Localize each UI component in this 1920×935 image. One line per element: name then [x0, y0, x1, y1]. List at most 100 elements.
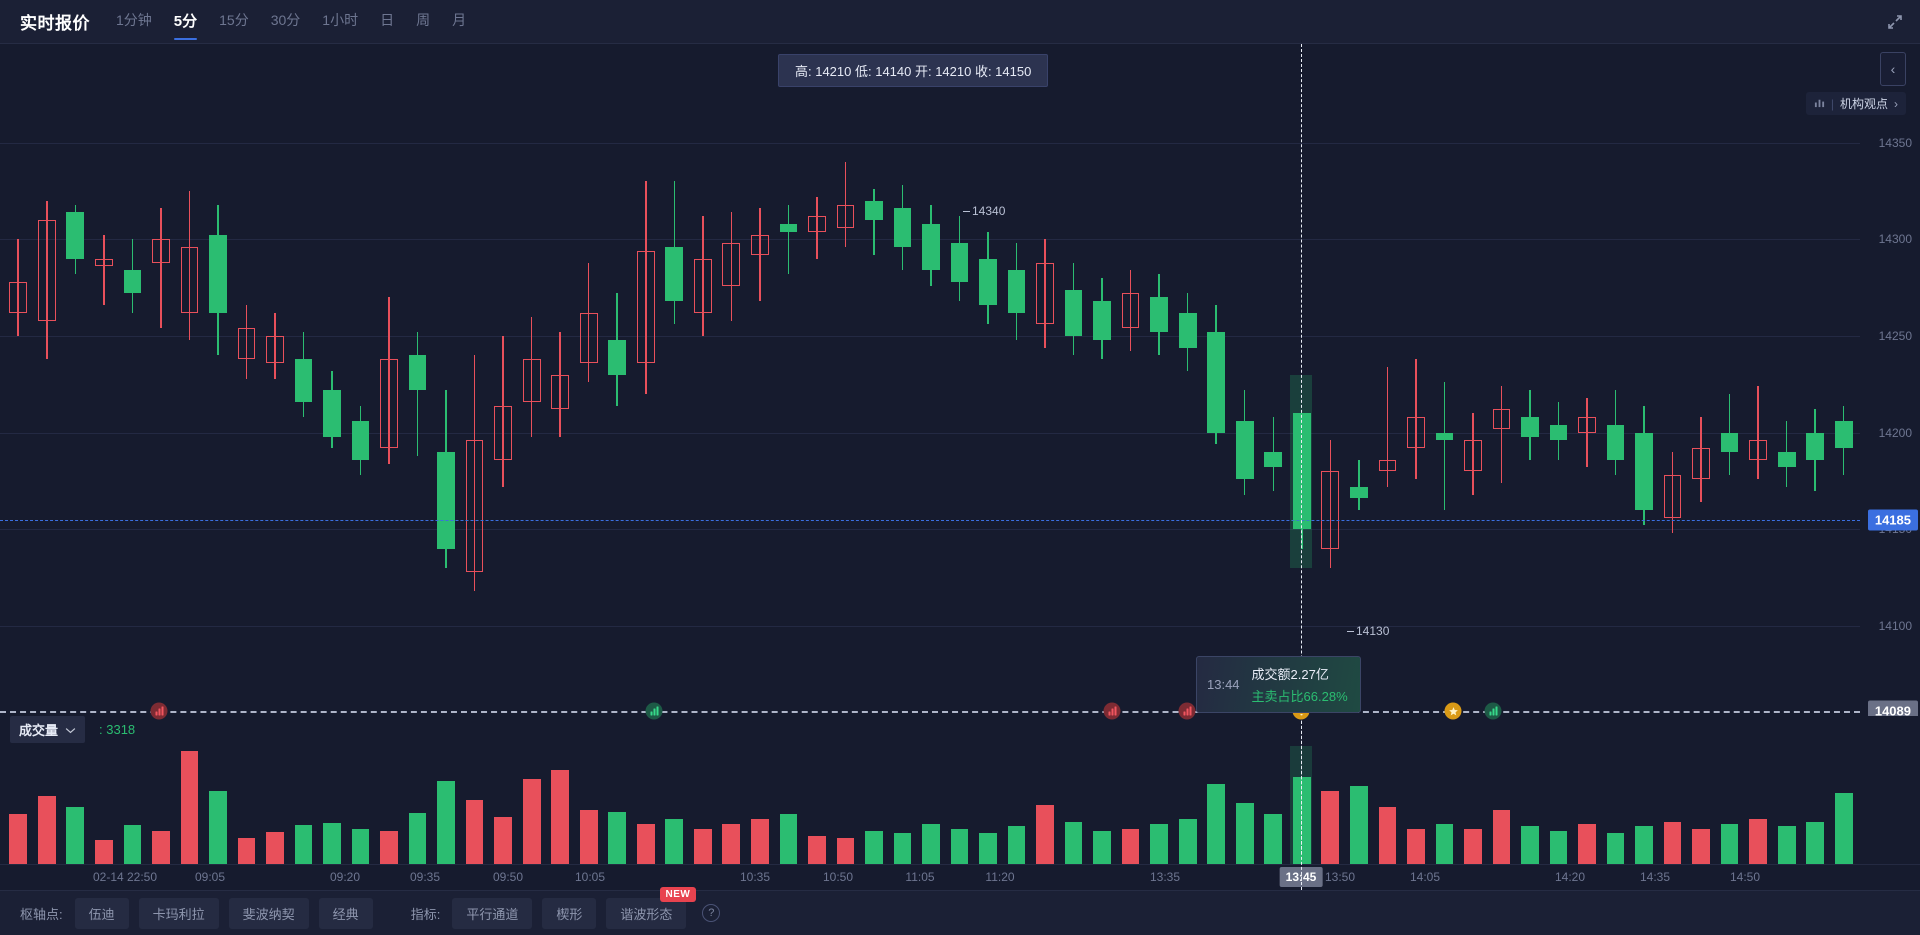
price-tick-3: 14200 — [1878, 425, 1912, 440]
candle-wick — [1586, 397, 1588, 468]
pivot-button-0[interactable]: 伍迪 — [74, 897, 129, 929]
pivot-button-2[interactable]: 斐波纳契 — [228, 897, 309, 929]
volume-bar — [779, 814, 798, 864]
volume-bar — [9, 814, 28, 864]
candle-body — [693, 258, 712, 313]
candle-body — [323, 390, 341, 437]
timeframe-tab-1[interactable]: 5分 — [173, 10, 198, 40]
time-tick-4: 09:50 — [492, 870, 524, 884]
candle — [1178, 293, 1197, 371]
time-tick-6: 10:35 — [739, 870, 771, 884]
chart-area[interactable]: 高: 14210 低: 14140 开: 14210 收: 14150 ‹ | … — [0, 44, 1920, 890]
candle-body — [66, 212, 85, 259]
candle-body — [1720, 432, 1739, 452]
volume-indicator-selector[interactable]: 成交量 — [10, 716, 86, 743]
volume-bar — [1207, 783, 1226, 864]
indicator-button-2[interactable]: 谐波形态 NEW — [606, 886, 697, 929]
candle — [636, 181, 655, 394]
base-price-line — [0, 711, 1860, 713]
candle-wick — [473, 355, 476, 592]
volume-bar — [1036, 805, 1054, 864]
timeframe-tab-6[interactable]: 周 — [416, 12, 431, 28]
volume-bar — [608, 812, 627, 864]
crosshair-time: 13:44 — [1207, 677, 1240, 692]
candle-body — [1350, 486, 1368, 499]
volume-bar — [437, 781, 455, 864]
candle-wick — [1415, 359, 1417, 480]
chevron-right-icon: › — [1894, 96, 1898, 111]
candle-body — [1749, 440, 1767, 460]
candle-body — [1492, 409, 1511, 429]
candle — [893, 185, 912, 271]
buy-bars-marker-icon[interactable] — [645, 702, 663, 720]
sell-bars-marker-icon[interactable] — [1178, 702, 1196, 720]
candle — [465, 355, 484, 592]
indicator-button-0[interactable]: 平行通道 — [452, 897, 533, 929]
candle-wick — [759, 208, 761, 302]
buy-bars-marker-icon[interactable] — [1484, 702, 1502, 720]
candle-wick — [17, 239, 19, 336]
pivot-button-1[interactable]: 卡玛利拉 — [138, 897, 219, 929]
candle-wick — [1386, 366, 1389, 487]
candle-wick — [103, 235, 105, 306]
volume-bar — [1663, 821, 1682, 864]
timeframe-tab-3[interactable]: 30分 — [270, 12, 301, 28]
candle-body — [94, 258, 113, 267]
expand-icon[interactable] — [1886, 13, 1904, 31]
volume-value: : 3318 — [99, 722, 136, 737]
candle-body — [1007, 270, 1026, 313]
candle — [1036, 239, 1054, 348]
candle-wick — [188, 191, 191, 340]
candle — [1777, 421, 1796, 487]
candle — [551, 332, 570, 437]
candle — [1007, 243, 1026, 340]
volume-bar — [722, 823, 741, 864]
timeframe-tab-0[interactable]: 1分钟 — [116, 12, 152, 28]
timeframe-tab-7[interactable]: 月 — [452, 12, 467, 28]
sell-bars-marker-icon[interactable] — [150, 702, 168, 720]
timeframe-tab-2[interactable]: 15分 — [219, 12, 249, 28]
candle-body — [722, 243, 741, 286]
indicator-button-1[interactable]: 楔形 — [542, 897, 597, 929]
candle — [865, 189, 883, 255]
sell-bars-marker-icon[interactable] — [1103, 702, 1121, 720]
candle-body — [922, 223, 940, 271]
timeframe-tab-4[interactable]: 1小时 — [322, 12, 359, 28]
volume-bar — [751, 819, 769, 864]
candle-body — [1178, 312, 1197, 348]
candle-body — [1150, 297, 1168, 333]
candle-body — [1692, 448, 1710, 480]
candle — [1150, 274, 1168, 356]
candle-body — [1207, 332, 1226, 433]
volume-bar — [209, 790, 227, 864]
pivot-button-3[interactable]: 经典 — [318, 897, 373, 929]
candle-body — [1378, 459, 1397, 472]
candle — [180, 191, 199, 340]
volume-bar — [1777, 826, 1796, 864]
timeframe-tab-5[interactable]: 日 — [380, 12, 395, 28]
volume-bar — [808, 835, 826, 864]
candle — [380, 297, 398, 464]
candle — [209, 204, 227, 356]
volume-bar — [522, 779, 541, 864]
institutional-views-badge[interactable]: | 机构观点 › — [1805, 92, 1906, 115]
candle-body — [237, 328, 256, 360]
star-marker-icon[interactable] — [1444, 702, 1462, 720]
volume-bar — [665, 819, 684, 864]
candle-wick — [1500, 386, 1503, 483]
last-price-badge: 14185 — [1867, 509, 1918, 531]
help-icon[interactable]: ? — [702, 904, 721, 922]
candle — [1321, 440, 1340, 568]
collapse-panel-button[interactable]: ‹ — [1880, 52, 1906, 86]
volume-panel: 成交量 : 3318 — [0, 716, 1920, 890]
candle — [1435, 382, 1454, 510]
price-tick-0: 14350 — [1878, 135, 1912, 150]
candle — [1350, 459, 1368, 510]
new-badge: NEW — [659, 886, 697, 902]
volume-bar — [1350, 786, 1368, 864]
candle-body — [1663, 475, 1682, 518]
candle — [579, 262, 598, 383]
candle — [66, 204, 85, 275]
badge-divider: | — [1830, 96, 1834, 111]
candle-wick — [645, 181, 647, 394]
